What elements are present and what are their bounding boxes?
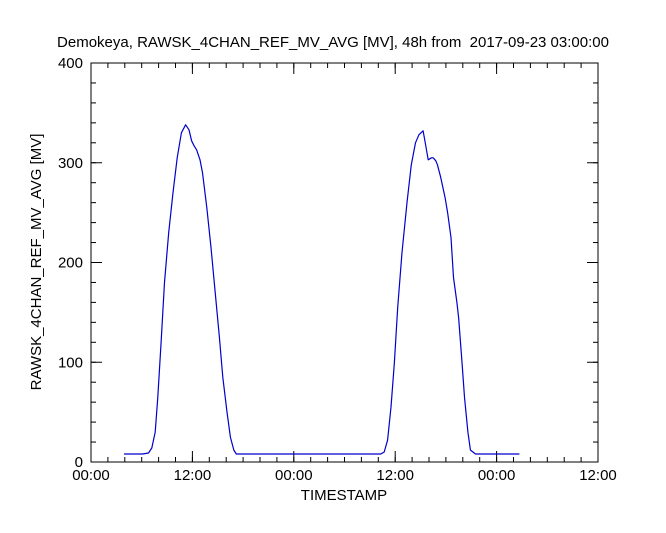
y-tick-label: 0 [75, 454, 83, 471]
x-tick-label: 00:00 [275, 467, 313, 484]
series-line [124, 124, 520, 455]
y-tick-label: 200 [58, 255, 83, 272]
x-tick-labels: 00:00 12:00 00:00 12:00 00:00 12:00 [72, 467, 617, 484]
chart-title: Demokeya, RAWSK_4CHAN_REF_MV_AVG [MV], 4… [57, 34, 609, 51]
x-tick-label: 00:00 [478, 467, 516, 484]
major-ticks [90, 62, 599, 463]
plot-frame [90, 62, 599, 463]
y-tick-label: 400 [58, 55, 83, 72]
minor-ticks [90, 62, 599, 463]
x-tick-label: 12:00 [376, 467, 414, 484]
y-tick-label: 300 [58, 155, 83, 172]
y-tick-label: 100 [58, 354, 83, 371]
y-axis-label: RAWSK_4CHAN_REF_MV_AVG [MV] [28, 134, 45, 391]
y-tick-labels: 0 100 200 300 400 [58, 55, 83, 471]
x-axis-label: TIMESTAMP [301, 487, 387, 504]
x-tick-label: 00:00 [72, 467, 110, 484]
x-tick-label: 12:00 [174, 467, 212, 484]
x-tick-label: 12:00 [579, 467, 617, 484]
